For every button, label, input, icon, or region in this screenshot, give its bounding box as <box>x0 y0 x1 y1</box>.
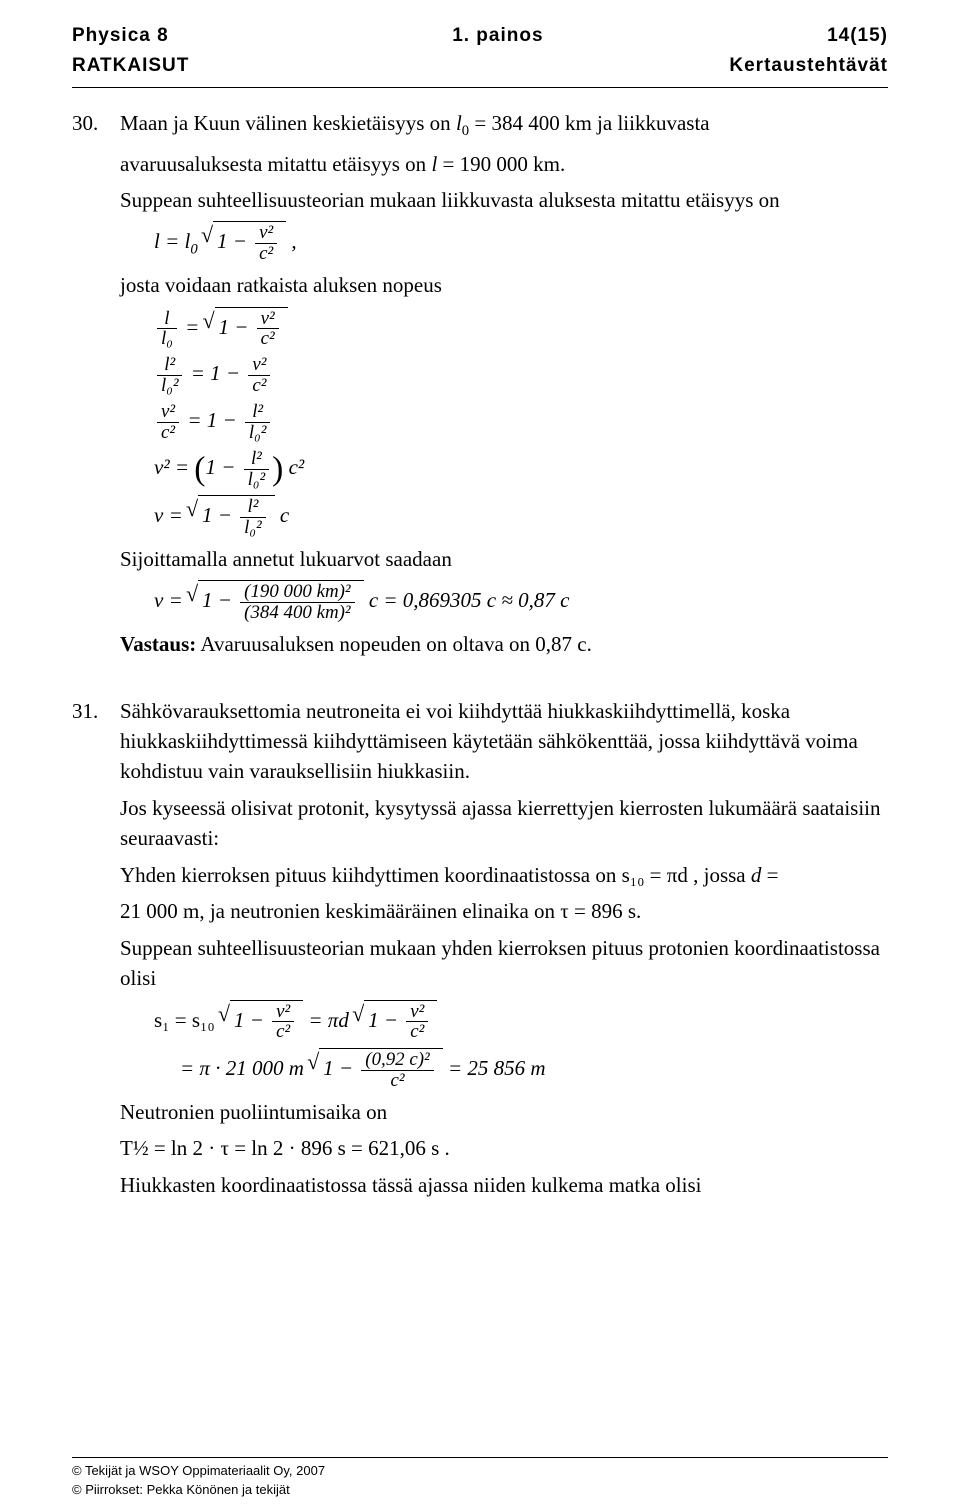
text-line: Sijoittamalla annetut lukuarvot saadaan <box>120 544 888 574</box>
header-right-top: 14(15) <box>827 22 888 50</box>
text-line: Maan ja Kuun välinen keskietäisyys on l0… <box>120 108 888 143</box>
body-content: 30. Maan ja Kuun välinen keskietäisyys o… <box>72 108 888 1206</box>
text-line: Hiukkasten koordinaatistossa tässä ajass… <box>120 1170 888 1200</box>
equation-step: v = 1 − l²l₀² c <box>154 495 888 538</box>
equation-numeric: v = 1 − (190 000 km)²(384 400 km)² c = 0… <box>154 580 888 623</box>
text-paragraph: Suppean suhteellisuusteorian mukaan yhde… <box>120 933 888 994</box>
problem-number: 30. <box>72 108 120 666</box>
equation: = π · 21 000 m 1 − (0,92 c)²c² = 25 856 … <box>180 1048 888 1091</box>
problem-body: Maan ja Kuun välinen keskietäisyys on l0… <box>120 108 888 666</box>
header-left-bottom: RATKAISUT <box>72 52 189 80</box>
text-line: Suppean suhteellisuusteorian mukaan liik… <box>120 185 888 215</box>
problem-number: 31. <box>72 696 120 1207</box>
page-header-row-1: Physica 8 1. painos 14(15) <box>72 22 888 50</box>
header-right-bottom: Kertaustehtävät <box>729 52 888 80</box>
text-paragraph: Jos kyseessä olisivat protonit, kysytyss… <box>120 793 888 854</box>
equation-step: v² = (1 − l²l₀²) c² <box>154 449 888 490</box>
text-line: Yhden kierroksen pituus kiihdyttimen koo… <box>120 860 888 890</box>
header-center: 1. painos <box>452 22 543 50</box>
equation-step: ll₀ = 1 − v²c² <box>154 307 888 350</box>
equation-step: l²l₀² = 1 − v²c² <box>154 355 888 396</box>
problem-31: 31. Sähkövarauksettomia neutroneita ei v… <box>72 696 888 1207</box>
header-left-top: Physica 8 <box>72 22 169 50</box>
page-footer: © Tekijät ja WSOY Oppimateriaalit Oy, 20… <box>72 1457 888 1500</box>
equation: s₁ = s₁₀ 1 − v²c² = πd 1 − v²c² <box>154 1000 888 1043</box>
text-line: Neutronien puoliintumisaika on <box>120 1097 888 1127</box>
problem-body: Sähkövarauksettomia neutroneita ei voi k… <box>120 696 888 1207</box>
page-header-row-2: RATKAISUT Kertaustehtävät <box>72 52 888 89</box>
answer: Vastaus: Avaruusaluksen nopeuden on olta… <box>120 629 888 659</box>
equation: T½ = ln 2 · τ = ln 2 · 896 s = 621,06 s … <box>120 1133 888 1163</box>
answer-label: Vastaus: <box>120 632 196 656</box>
text-line: avaruusaluksesta mitattu etäisyys on l =… <box>120 149 888 179</box>
footer-line-2: © Piirrokset: Pekka Könönen ja tekijät <box>72 1481 888 1500</box>
text-line: josta voidaan ratkaista aluksen nopeus <box>120 270 888 300</box>
text-line: 21 000 m, ja neutronien keskimääräinen e… <box>120 896 888 926</box>
footer-line-1: © Tekijät ja WSOY Oppimateriaalit Oy, 20… <box>72 1462 888 1481</box>
problem-30: 30. Maan ja Kuun välinen keskietäisyys o… <box>72 108 888 666</box>
equation-step: v²c² = 1 − l²l₀² <box>154 402 888 443</box>
equation: l = l0 1 − v²c² , <box>154 221 888 264</box>
text-paragraph: Sähkövarauksettomia neutroneita ei voi k… <box>120 696 888 787</box>
